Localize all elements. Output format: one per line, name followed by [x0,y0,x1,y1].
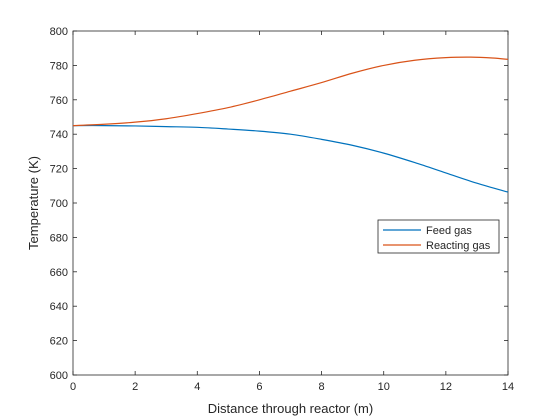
legend-label-feed-gas: Feed gas [426,225,472,237]
y-tick-label-600: 600 [50,370,68,382]
y-tick-label-780: 780 [50,60,68,72]
y-tick-label-620: 620 [50,336,68,348]
legend-label-reacting-gas: Reacting gas [426,240,491,252]
x-tick-label-14: 14 [502,381,514,393]
x-axis-title: Distance through reactor (m) [208,401,373,416]
y-tick-label-720: 720 [50,164,68,176]
series-line-feed-gas [72,124,509,193]
y-axis-title: Temperature (K) [26,156,41,250]
x-tick-label-2: 2 [132,381,138,393]
x-tick-label-6: 6 [256,381,262,393]
x-tick-label-8: 8 [319,381,325,393]
series-line-reacting-gas [72,56,509,127]
x-tick-label-12: 12 [440,381,452,393]
legend-box [377,219,500,254]
y-tick-label-640: 640 [50,301,68,313]
y-tick-label-680: 680 [50,232,68,244]
y-tick-label-700: 700 [50,198,68,210]
y-tick-label-800: 800 [50,26,68,38]
y-tick-label-740: 740 [50,129,68,141]
x-tick-label-4: 4 [194,381,200,393]
x-tick-label-10: 10 [378,381,390,393]
series-layer [72,56,509,193]
ticks-layer: 0 2 4 6 8 10 12 14 600 620 640 660 680 700 720 740 760 78… [50,26,514,393]
y-tick-label-760: 760 [50,95,68,107]
plot-area [72,30,509,376]
legend: Feed gas Reacting gas [377,219,500,254]
y-tick-label-660: 660 [50,267,68,279]
x-tick-label-0: 0 [70,381,76,393]
